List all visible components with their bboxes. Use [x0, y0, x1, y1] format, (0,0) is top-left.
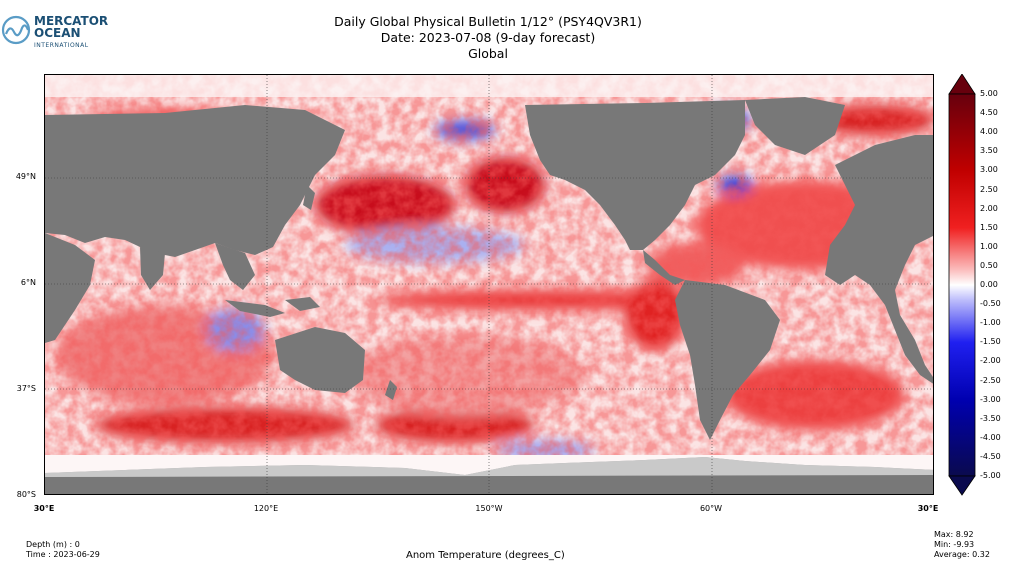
colorbar-body — [948, 93, 976, 477]
lon-label-60w: 60°W — [699, 504, 723, 513]
logo-word-ocean: OCEAN — [34, 26, 81, 40]
colorbar-tick-label: 0.50 — [980, 260, 998, 270]
arctic-ice-band — [45, 75, 933, 97]
logo-word-international: INTERNATIONAL — [34, 42, 89, 49]
colorbar-tick-label: 1.00 — [980, 241, 998, 251]
colorbar-tick-label: -3.00 — [980, 394, 1001, 404]
time-text: Time : 2023-06-29 — [26, 550, 100, 559]
min-text: Min: -9.93 — [934, 540, 975, 549]
lon-label-150w: 150°W — [475, 504, 503, 513]
title-line-2: Date: 2023-07-08 (9-day forecast) — [380, 30, 596, 45]
lat-label-6n: 6°N — [20, 278, 36, 287]
colorbar-tick-label: 4.00 — [980, 127, 998, 137]
colorbar-tick-label: -1.50 — [980, 337, 1001, 347]
lat-label-49n: 49°N — [15, 172, 36, 181]
colorbar-tick-label: -0.50 — [980, 299, 1001, 309]
colorbar-tick-label: -5.00 — [980, 471, 1001, 480]
colorbar-tick-label: 3.50 — [980, 146, 998, 156]
colorbar-tick-label: 4.50 — [980, 108, 998, 118]
colorbar-tick-label: -3.50 — [980, 413, 1001, 423]
statistics: Max: 8.92 Min: -9.93 Average: 0.32 — [934, 530, 990, 560]
average-text: Average: 0.32 — [934, 550, 990, 559]
colorbar-tick-label: -1.00 — [980, 318, 1001, 328]
variable-label: Anom Temperature (degrees_C) — [406, 550, 565, 561]
colorbar-tick-label: -2.00 — [980, 356, 1001, 366]
depth-time-info: Depth (m) : 0 Time : 2023-06-29 — [26, 540, 100, 560]
lat-label-80s: 80°S — [16, 490, 36, 499]
title-line-3: Global — [468, 46, 508, 61]
lon-label-120e: 120°E — [253, 504, 279, 513]
colorbar-bottom-arrow — [948, 475, 976, 496]
colorbar-tick-label: 3.00 — [980, 165, 998, 175]
bulletin-title: Daily Global Physical Bulletin 1/12° (PS… — [288, 14, 688, 62]
depth-text: Depth (m) : 0 — [26, 540, 80, 549]
lon-label-30e-right: 30°E — [917, 504, 939, 513]
graticule — [45, 75, 933, 494]
logo-word-mercator: MERCATOR — [34, 14, 109, 28]
mercator-wave-icon — [1, 15, 31, 45]
colorbar — [948, 74, 976, 496]
lat-label-37s: 37°S — [16, 384, 36, 393]
temperature-anomaly-map — [44, 74, 934, 495]
colorbar-tick-label: -2.50 — [980, 375, 1001, 385]
max-text: Max: 8.92 — [934, 530, 974, 539]
title-line-1: Daily Global Physical Bulletin 1/12° (PS… — [334, 14, 642, 29]
colorbar-tick-label: 1.50 — [980, 222, 998, 232]
map-canvas — [45, 75, 933, 494]
colorbar-tick-label: 5.00 — [980, 89, 998, 98]
colorbar-tick-label: -4.50 — [980, 451, 1001, 461]
colorbar-tick-label: 0.00 — [980, 280, 998, 289]
colorbar-top-arrow — [948, 74, 976, 95]
colorbar-tick-label: 2.00 — [980, 203, 998, 213]
lon-label-30e-left: 30°E — [33, 504, 55, 513]
colorbar-tick-label: 2.50 — [980, 184, 998, 194]
colorbar-tick-label: -4.00 — [980, 432, 1001, 442]
mercator-logo: MERCATOR OCEAN INTERNATIONAL — [0, 12, 110, 52]
